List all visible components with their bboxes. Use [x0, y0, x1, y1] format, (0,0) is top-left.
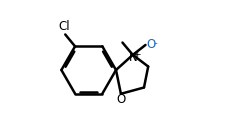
- Text: O: O: [116, 93, 125, 106]
- Text: Cl: Cl: [58, 20, 70, 33]
- Text: +: +: [132, 50, 140, 59]
- Text: O: O: [146, 38, 155, 51]
- Text: N: N: [128, 51, 137, 64]
- Text: -: -: [153, 38, 156, 48]
